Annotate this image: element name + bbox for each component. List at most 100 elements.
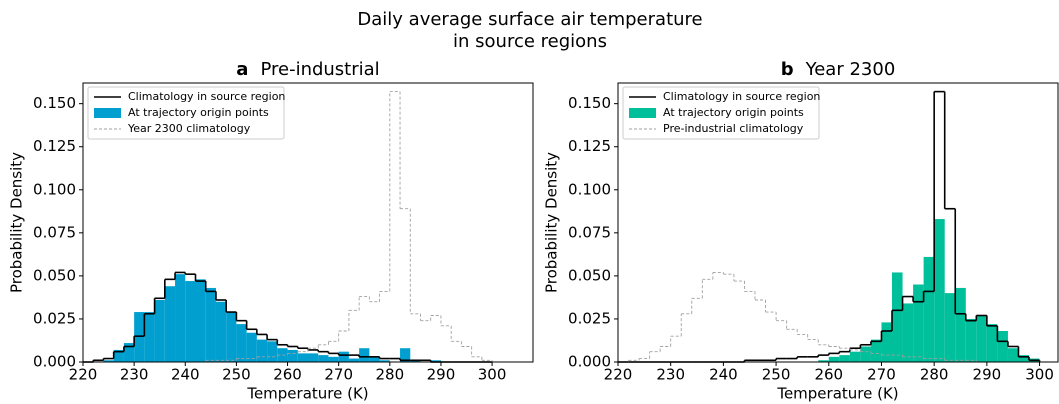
histogram-bar: [860, 346, 871, 362]
x-tick-label: 290: [427, 366, 456, 384]
y-tick-label: 0.100: [568, 180, 611, 198]
x-tick-label: 300: [478, 366, 507, 384]
x-tick-label: 290: [973, 366, 1002, 384]
histogram-bar: [849, 351, 861, 362]
histogram-bar: [1007, 348, 1019, 362]
legend-label: Climatology in source region: [128, 90, 285, 103]
histogram-bar: [400, 348, 411, 362]
histogram-bar: [144, 312, 155, 362]
histogram-bar: [828, 356, 840, 362]
suptitle: Daily average surface air temperature: [357, 9, 702, 30]
x-axis-label: Temperature (K): [246, 385, 368, 403]
histogram-bar: [881, 322, 893, 362]
histogram-bar: [986, 324, 998, 362]
x-tick-label: 240: [171, 366, 200, 384]
x-tick-label: 270: [867, 366, 896, 384]
x-tick-label: 270: [324, 366, 353, 384]
histogram-bar: [976, 315, 987, 362]
histogram-bar: [308, 353, 319, 362]
x-tick-label: 260: [273, 366, 302, 384]
histogram-bar: [215, 301, 227, 362]
x-tick-label: 250: [762, 366, 791, 384]
y-axis-label: Probability Density: [543, 152, 561, 293]
histogram-bar: [902, 303, 914, 362]
histogram-bar: [338, 351, 349, 362]
step-riser: [205, 91, 493, 362]
y-tick-label: 0.025: [568, 309, 611, 327]
histogram-bar: [923, 256, 935, 362]
histogram-bar: [195, 279, 206, 362]
step-riser: [628, 272, 977, 362]
panel-title-text: Year 2300: [805, 59, 896, 80]
suptitle: in source regions: [453, 31, 607, 52]
legend-swatch: [629, 108, 656, 118]
panel-title-text: Pre-industrial: [260, 59, 379, 80]
legend-box: [622, 86, 820, 140]
histogram-bar: [892, 272, 903, 362]
histogram-bar: [103, 360, 114, 362]
panel-title: a Pre-industrial: [236, 59, 379, 80]
y-tick-label: 0.075: [33, 223, 76, 241]
x-tick-label: 280: [375, 366, 404, 384]
histogram-bar: [236, 324, 247, 362]
y-tick-label: 0.100: [33, 180, 76, 198]
histogram-bar: [205, 287, 216, 362]
y-tick-label: 0.075: [568, 223, 611, 241]
x-tick-label: 220: [69, 366, 98, 384]
histogram-bar: [185, 281, 196, 362]
histogram-bar: [965, 318, 977, 362]
x-axis-label: Temperature (K): [776, 385, 898, 403]
legend-box: [87, 86, 285, 140]
axes-frame: [82, 82, 534, 363]
histogram-bar: [955, 287, 966, 362]
axes-frame: [617, 82, 1059, 363]
y-tick-label: 0.150: [33, 94, 76, 112]
histogram-bar: [246, 332, 257, 362]
panel-title: b Year 2300: [781, 59, 896, 80]
histogram-bar: [359, 348, 370, 362]
histogram-bar: [379, 360, 390, 362]
histogram-bar: [113, 349, 124, 362]
histogram-bar: [348, 358, 360, 362]
legend-label: Year 2300 climatology: [127, 122, 251, 135]
histogram-bar: [226, 312, 237, 362]
y-tick-label: 0.050: [568, 266, 611, 284]
legend-swatch: [94, 108, 121, 118]
legend-label: Climatology in source region: [663, 90, 820, 103]
y-tick-label: 0.125: [568, 137, 611, 155]
panel-label: b: [781, 59, 794, 80]
histogram-bar: [818, 360, 829, 362]
legend-label: At trajectory origin points: [128, 106, 269, 119]
x-tick-label: 240: [709, 366, 738, 384]
histogram-bar: [297, 353, 308, 362]
x-tick-label: 230: [120, 366, 149, 384]
y-tick-label: 0.150: [568, 94, 611, 112]
legend-label: Pre-industrial climatology: [663, 122, 804, 135]
y-tick-label: 0.000: [33, 353, 76, 371]
legend-label: At trajectory origin points: [663, 106, 804, 119]
x-tick-label: 260: [814, 366, 843, 384]
x-tick-label: 300: [1025, 366, 1054, 384]
y-tick-label: 0.125: [33, 137, 76, 155]
histogram-bar: [318, 355, 329, 362]
x-tick-label: 220: [604, 366, 633, 384]
histogram-bar: [267, 341, 278, 362]
y-tick-label: 0.000: [568, 353, 611, 371]
histogram-bar: [410, 360, 421, 362]
histogram-bar: [175, 274, 186, 362]
x-tick-label: 230: [656, 366, 685, 384]
x-tick-label: 250: [222, 366, 251, 384]
histogram-bar: [913, 284, 924, 362]
histogram-bar: [934, 219, 945, 362]
histogram-bar: [944, 293, 956, 362]
histogram-bar: [369, 356, 380, 362]
histogram-bar: [256, 339, 268, 362]
histogram-bar: [154, 300, 165, 362]
histogram-bar: [1018, 355, 1030, 362]
panel-label: a: [236, 59, 248, 80]
histogram-bar: [164, 286, 176, 362]
y-axis-label: Probability Density: [8, 152, 26, 293]
histogram-bar: [287, 349, 298, 362]
x-tick-label: 280: [920, 366, 949, 384]
